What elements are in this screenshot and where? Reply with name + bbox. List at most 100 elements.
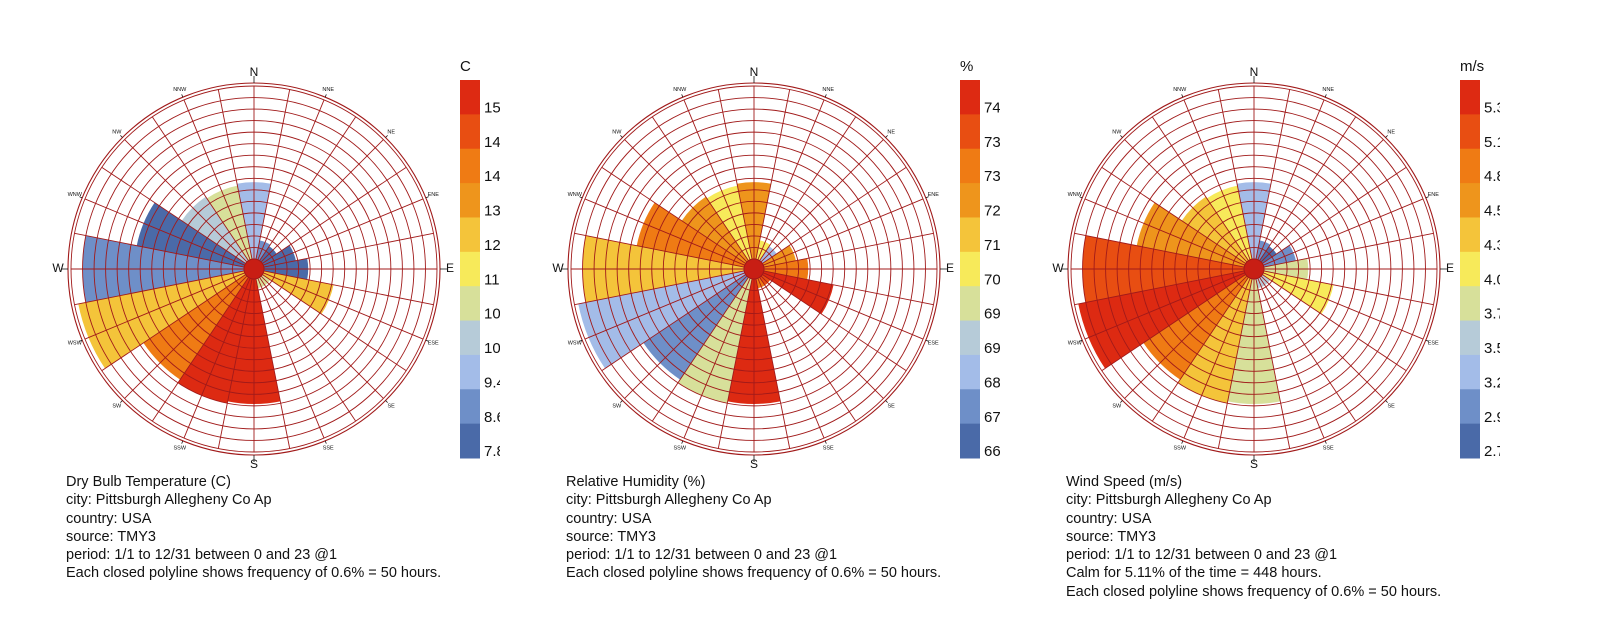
direction-label-nw: NW <box>1112 129 1122 135</box>
grid-spoke <box>1124 275 1248 399</box>
grid-spoke <box>1260 139 1384 263</box>
direction-tick <box>681 94 684 98</box>
color-bar-segment <box>1460 251 1480 287</box>
direction-label-nne: NNE <box>322 87 334 93</box>
color-bar-segment <box>1460 320 1480 356</box>
info-line-city: city: Pittsburgh Allegheny Co Ap <box>66 492 272 509</box>
grid-spoke <box>259 116 357 261</box>
color-bar-segment <box>460 80 480 115</box>
direction-tick <box>1425 339 1429 342</box>
color-bar-tick-label: 71.42 <box>984 237 1000 254</box>
direction-tick <box>1181 94 1184 98</box>
direction-label-sw: SW <box>112 404 122 410</box>
grid-spoke <box>183 278 251 439</box>
color-bar-segment <box>1460 80 1480 115</box>
color-bar-tick-label: 2.70 <box>1484 443 1500 460</box>
direction-label-e: E <box>1446 261 1454 275</box>
grid-spoke <box>651 116 749 261</box>
direction-tick <box>324 94 327 98</box>
color-bar-tick-label: 9.42 <box>484 374 500 391</box>
direction-tick <box>181 440 184 444</box>
color-bar-segment <box>960 183 980 218</box>
direction-label-sse: SSE <box>323 446 334 452</box>
grid-spoke <box>151 116 249 261</box>
direction-label-ssw: SSW <box>173 446 186 452</box>
direction-tick <box>1385 135 1388 138</box>
grid-spoke <box>651 277 749 422</box>
color-bar-segment <box>960 114 980 150</box>
direction-tick <box>1385 400 1388 403</box>
direction-label-se: SE <box>888 404 896 410</box>
grid-spoke <box>1084 198 1245 266</box>
direction-tick <box>79 339 83 342</box>
direction-tick <box>385 135 388 138</box>
grid-spoke <box>1263 232 1434 268</box>
grid-spoke <box>763 272 924 340</box>
direction-label-se: SE <box>1388 404 1396 410</box>
grid-spoke <box>260 275 384 399</box>
direction-label-wsw: WSW <box>1068 341 1083 347</box>
grid-spoke <box>263 270 434 306</box>
wind-rose-chart: N NNE NE ENE E ESE SE SSE S SSW SW WSW W WNW NW NNW m/s 5… <box>1052 58 1500 470</box>
color-bar-tick-label: 67.43 <box>984 409 1000 426</box>
grid-spoke <box>717 278 753 449</box>
color-bar-tick-label: 2.97 <box>1484 409 1500 426</box>
color-bar-tick-label: 4.31 <box>1484 237 1500 254</box>
grid-spoke <box>151 277 249 422</box>
rose-grid <box>567 82 941 456</box>
color-bar-segment <box>460 217 480 253</box>
info-line-country: country: USA <box>1066 510 1152 527</box>
color-bar-tick-label: 3.24 <box>1484 374 1500 391</box>
color-bar-segment <box>960 80 980 115</box>
direction-tick <box>1079 339 1083 342</box>
grid-spoke <box>584 198 745 266</box>
grid-spoke <box>1263 198 1424 266</box>
grid-spoke <box>124 139 248 263</box>
grid-spoke <box>601 274 746 372</box>
chart-title: Dry Bulb Temperature (C) <box>66 474 231 490</box>
direction-tick <box>681 440 684 444</box>
grid-spoke <box>217 278 253 449</box>
color-bar-segment <box>1460 148 1480 184</box>
color-bar-segment <box>460 286 480 322</box>
grid-spoke <box>683 278 751 439</box>
grid-spoke <box>624 275 748 399</box>
direction-tick <box>824 440 827 444</box>
direction-tick <box>1120 135 1123 138</box>
direction-tick <box>425 339 429 342</box>
color-bar-tick-label: 66.63 <box>984 443 1000 460</box>
grid-spoke <box>1074 270 1245 306</box>
grid-spoke <box>1257 99 1325 260</box>
direction-label-wnw: WNW <box>68 192 83 198</box>
direction-label-e: E <box>946 261 954 275</box>
rose-center <box>743 258 765 280</box>
petal-wsw <box>1078 270 1246 369</box>
color-bar <box>460 80 480 459</box>
direction-label-n: N <box>750 65 759 79</box>
color-bar-segment <box>460 251 480 287</box>
grid-spoke <box>263 272 424 340</box>
direction-label-sse: SSE <box>1323 446 1334 452</box>
direction-label-se: SE <box>388 404 396 410</box>
grid-spoke <box>74 232 245 268</box>
grid-spoke <box>760 139 884 263</box>
wind-rose-panel-wind-speed: N NNE NE ENE E ESE SE SSE S SSW SW WSW W WNW NW NNW m/s 5… <box>1000 0 1500 631</box>
color-bar-tick-label: 10.97 <box>484 306 500 323</box>
color-bar-tick-label: 73.02 <box>984 168 1000 185</box>
color-bar-segment <box>960 217 980 253</box>
direction-label-n: N <box>250 65 259 79</box>
grid-spoke <box>1151 277 1249 422</box>
color-bar-tick-label: 5.11 <box>1484 134 1500 151</box>
info-line-frequency: Each closed polyline shows frequency of … <box>1066 583 1442 600</box>
color-bar-tick-label: 15.62 <box>484 99 500 116</box>
direction-label-nnw: NNW <box>173 87 187 93</box>
info-line-frequency: Each closed polyline shows frequency of … <box>566 565 942 582</box>
grid-spoke <box>262 274 407 372</box>
color-bar-segment <box>1460 423 1480 459</box>
grid-spoke <box>84 198 245 266</box>
grid-spoke <box>255 89 291 260</box>
grid-spoke <box>763 232 934 268</box>
color-bar-tick-label: 12.52 <box>484 237 500 254</box>
rose-grid <box>67 82 441 456</box>
direction-label-s: S <box>1250 457 1258 470</box>
